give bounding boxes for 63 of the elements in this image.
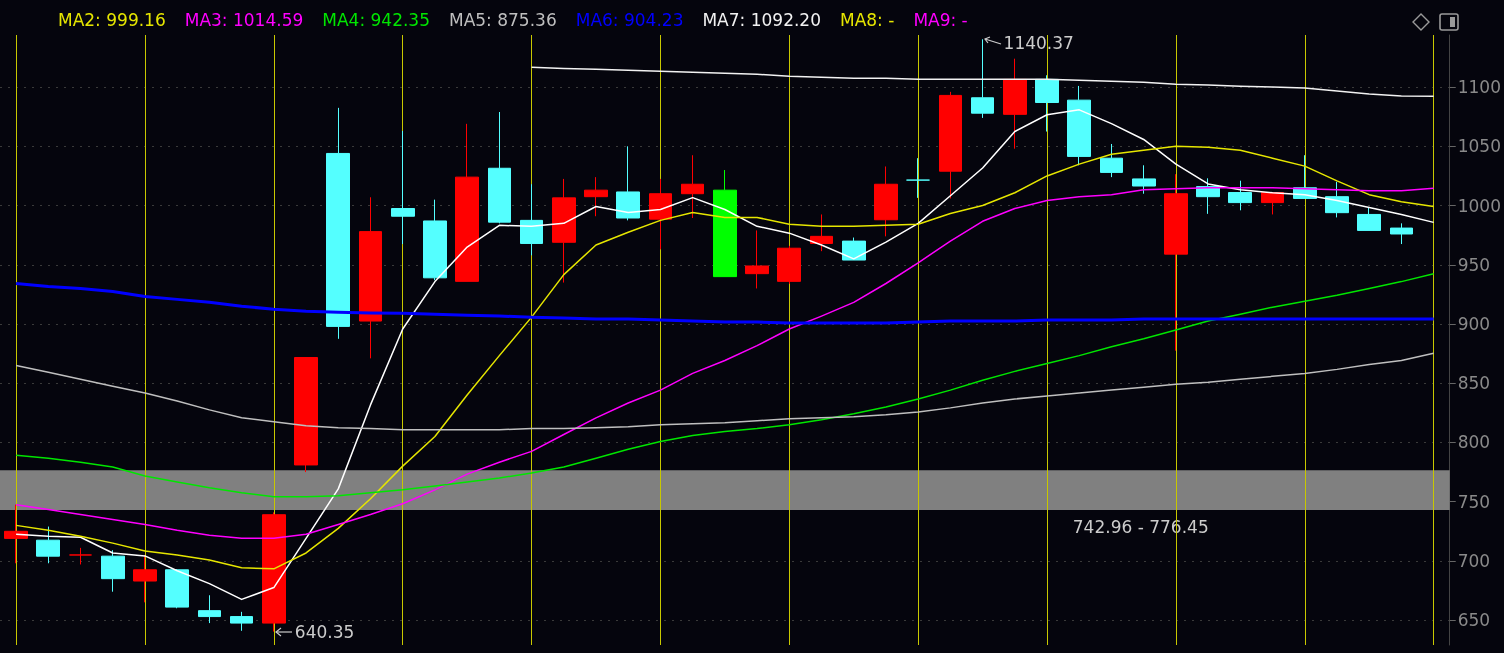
candlestick [713,169,737,278]
candlestick [1164,173,1188,352]
candlestick [1390,222,1413,245]
candlestick [423,199,447,281]
y-tick-label: 800 [1457,432,1491,453]
candlestick [198,594,221,624]
candlestick [810,213,833,252]
candlestick [681,154,704,219]
candlestick [520,183,543,256]
candlestick [939,91,962,199]
candlestick [488,111,511,224]
candlestick [165,568,189,609]
candlestick [552,178,576,284]
candlestick [4,504,28,564]
candlestick [777,245,801,285]
legend-label: MA9: - [913,9,968,30]
candlestick [1035,74,1059,133]
candlestick [874,165,898,237]
candlestick [1325,181,1349,218]
candlestick [455,123,479,282]
annotation: 640.35 [294,621,355,642]
candlestick [1003,58,1027,150]
candlestick [359,196,382,359]
line-series [15,273,1435,498]
y-tick-label: 1100 [1457,77,1501,98]
candlestick [584,176,608,217]
candlestick [101,549,125,593]
candlestick [1357,207,1381,231]
y-tick-label: 1050 [1457,136,1501,157]
y-tick-label: 900 [1457,314,1491,335]
candlestick [1067,85,1091,166]
line-series [530,66,1435,98]
text: MA2: 999.16 [58,9,166,30]
candlestick [326,107,350,340]
candlestick [294,356,318,473]
y-tick-label: 950 [1457,254,1491,275]
text: MA5: 875.36 [449,9,557,30]
y-tick-label: 650 [1457,610,1491,631]
y-tick-label: 700 [1457,550,1491,571]
y-tick-label: 750 [1457,491,1491,512]
candlestick [616,145,640,221]
candlestick [906,157,930,199]
candlestick [1100,143,1123,178]
line-series [15,187,1435,539]
candlestick [649,178,672,250]
candlestick [391,130,415,245]
candlestick [842,237,866,261]
candlestick [133,554,157,603]
candlestick [69,547,92,565]
y-tick-label: 1000 [1457,195,1501,216]
candlestick [36,526,60,564]
y-tick-label: 850 [1457,373,1491,394]
legend-label: MA8: - [840,9,895,30]
text: MA3: 1014.59 [184,9,304,30]
text: MA7: 1092.20 [702,9,821,30]
line-series [14,282,1436,325]
candlestick [1132,164,1156,195]
candlestick [1228,180,1252,211]
line-series [15,352,1435,431]
text: MA4: 942.35 [322,9,431,30]
candlestick [745,229,769,289]
candlestick [230,611,253,632]
text: MA6: 904.23 [575,9,684,30]
